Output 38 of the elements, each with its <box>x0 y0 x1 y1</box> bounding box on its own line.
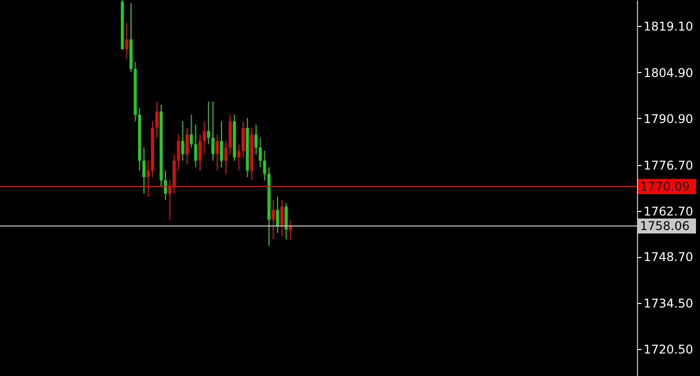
candlestick <box>190 114 193 148</box>
ref-line-label: 1770.09 <box>640 180 690 194</box>
candlestick <box>202 120 206 155</box>
y-tick-label: 1804.90 <box>644 66 694 80</box>
candlestick <box>276 196 280 234</box>
y-tick-label: 1720.50 <box>644 342 694 357</box>
candlestick <box>242 120 245 158</box>
y-tick-label: 1762.70 <box>644 204 694 218</box>
candlestick <box>164 170 167 200</box>
candlestick <box>224 140 228 174</box>
ref-line-label: 1758.06 <box>640 218 690 233</box>
candlestick <box>280 199 284 237</box>
y-tick-label: 1776.70 <box>644 158 694 172</box>
candlestick <box>220 120 223 168</box>
candlestick <box>207 101 210 145</box>
candlestick <box>254 124 258 155</box>
y-tick-label: 1790.90 <box>644 112 694 126</box>
candlestick <box>258 137 262 168</box>
candlestick <box>186 127 189 164</box>
candlestick <box>142 147 146 194</box>
candlestick <box>155 101 158 138</box>
candlestick <box>288 219 292 240</box>
candlestick <box>194 124 198 168</box>
candlestick <box>237 144 240 171</box>
candlestick <box>284 202 288 240</box>
candlestick <box>198 134 202 171</box>
y-tick-label: 1734.50 <box>644 296 694 311</box>
candlestick <box>216 134 219 171</box>
candlestick <box>168 180 172 220</box>
y-tick-label: 1748.70 <box>644 250 694 264</box>
candlestick <box>181 120 184 162</box>
candlestick <box>176 134 180 171</box>
y-tick-label: 1819.10 <box>644 19 694 34</box>
candlestick <box>211 101 214 162</box>
candlestick <box>125 22 128 60</box>
candlestick <box>272 199 275 240</box>
candlestick <box>263 150 266 181</box>
candlestick <box>146 160 150 198</box>
